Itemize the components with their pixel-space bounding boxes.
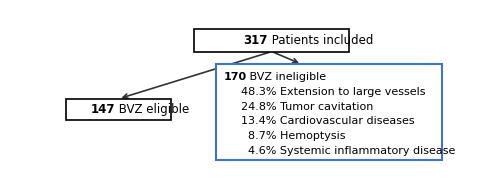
- Text: 317: 317: [244, 34, 268, 47]
- Text: 170: 170: [224, 72, 246, 82]
- Text: BVZ eligible: BVZ eligible: [115, 103, 189, 116]
- Text: 4.6% Systemic inflammatory disease: 4.6% Systemic inflammatory disease: [241, 146, 455, 156]
- Text: 8.7% Hemoptysis: 8.7% Hemoptysis: [241, 131, 345, 141]
- Text: BVZ ineligible: BVZ ineligible: [246, 72, 326, 82]
- FancyBboxPatch shape: [194, 29, 349, 52]
- FancyBboxPatch shape: [216, 64, 442, 160]
- Text: Patients included: Patients included: [268, 34, 373, 47]
- Text: 147: 147: [90, 103, 115, 116]
- Text: 24.8% Tumor cavitation: 24.8% Tumor cavitation: [241, 102, 373, 111]
- Text: 13.4% Cardiovascular diseases: 13.4% Cardiovascular diseases: [241, 116, 414, 126]
- FancyBboxPatch shape: [66, 99, 171, 120]
- Text: 48.3% Extension to large vessels: 48.3% Extension to large vessels: [241, 87, 425, 97]
